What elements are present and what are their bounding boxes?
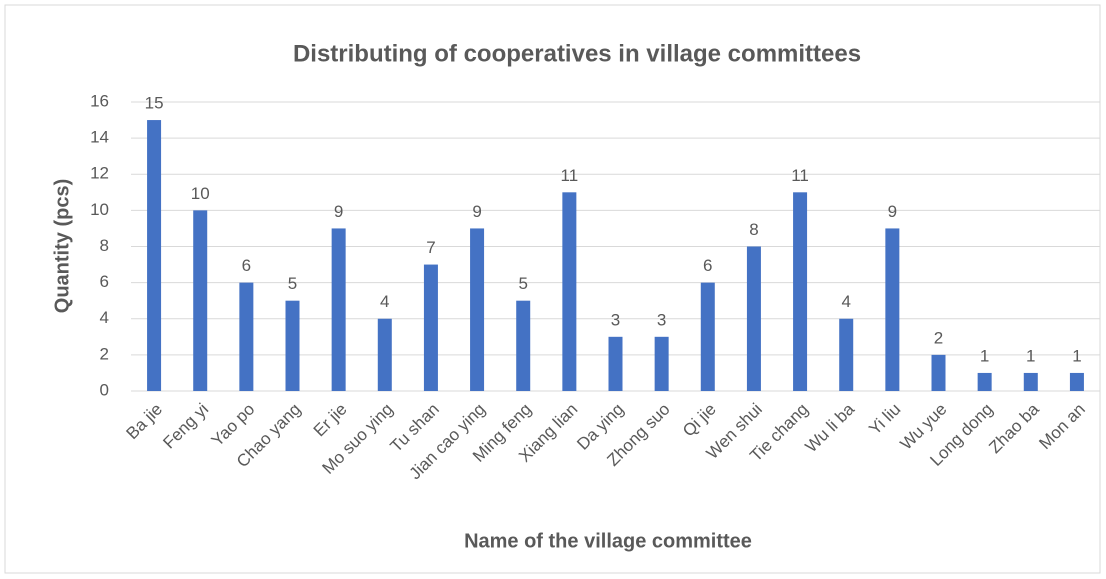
data-label: 5 xyxy=(518,274,527,293)
bar xyxy=(977,372,992,391)
data-label: 11 xyxy=(561,166,579,185)
chart-border xyxy=(4,4,1101,574)
data-label: 1 xyxy=(1026,346,1035,365)
bar xyxy=(147,120,162,391)
bar xyxy=(746,246,761,391)
y-tick-label: 2 xyxy=(100,344,109,363)
bar xyxy=(470,228,485,391)
data-label: 8 xyxy=(749,220,758,239)
data-label: 9 xyxy=(888,202,897,221)
bar xyxy=(331,228,346,391)
bar xyxy=(193,210,208,391)
bar xyxy=(377,318,392,391)
bar xyxy=(608,336,623,391)
data-label: 3 xyxy=(611,310,620,329)
data-label: 9 xyxy=(472,202,481,221)
data-label: 1 xyxy=(1072,346,1081,365)
y-tick-label: 10 xyxy=(90,200,109,219)
bar xyxy=(885,228,900,391)
bar xyxy=(931,354,946,391)
y-tick-label: 6 xyxy=(100,272,109,291)
bar xyxy=(285,300,300,391)
bar xyxy=(793,192,808,391)
y-tick-label: 0 xyxy=(100,380,109,399)
bar xyxy=(839,318,854,391)
data-label: 7 xyxy=(426,238,435,257)
bar xyxy=(1023,372,1038,391)
data-label: 1 xyxy=(980,346,989,365)
data-label: 10 xyxy=(191,184,210,203)
bar xyxy=(562,192,577,391)
bar xyxy=(239,282,254,391)
chart-title: Distributing of cooperatives in village … xyxy=(293,40,861,67)
bar xyxy=(423,264,438,391)
bar xyxy=(1069,372,1084,391)
y-tick-label: 16 xyxy=(90,91,109,110)
data-label: 4 xyxy=(841,292,850,311)
data-label: 3 xyxy=(657,310,666,329)
data-label: 2 xyxy=(934,328,943,347)
data-label: 5 xyxy=(288,274,297,293)
data-label: 4 xyxy=(380,292,389,311)
data-label: 9 xyxy=(334,202,343,221)
bar xyxy=(654,336,669,391)
bar xyxy=(516,300,531,391)
y-tick-label: 14 xyxy=(90,128,109,147)
data-label: 6 xyxy=(242,256,251,275)
data-label: 6 xyxy=(703,256,712,275)
data-label: 15 xyxy=(145,94,164,113)
y-tick-label: 8 xyxy=(100,236,109,255)
y-axis-title: Quantity (pcs) xyxy=(51,179,73,313)
y-tick-label: 12 xyxy=(90,164,109,183)
data-label: 11 xyxy=(791,166,809,185)
bar xyxy=(700,282,715,391)
x-axis-title: Name of the village committee xyxy=(464,530,752,552)
y-tick-label: 4 xyxy=(100,308,109,327)
